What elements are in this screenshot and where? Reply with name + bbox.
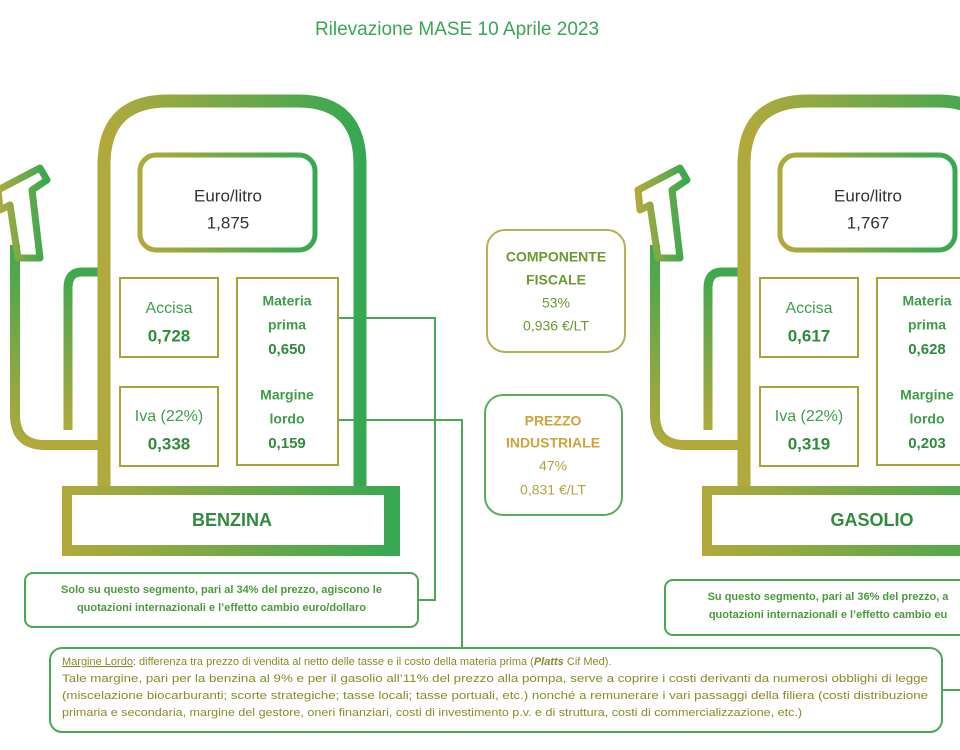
hose-inner [703,267,740,430]
margine-label: lordo [910,411,945,427]
accisa: 0,728 [148,326,191,345]
industrial-box [484,394,623,516]
nozzle [634,164,691,262]
fiscal-label: FISCALE [526,272,586,288]
pump-body [97,94,367,492]
iva-label: Iva (22%) [135,408,203,425]
connector [338,317,436,601]
pump-label-box [712,495,960,545]
price-label: Euro/litro [834,186,902,205]
iva-label: Iva (22%) [775,408,843,425]
margine-label: lordo [270,411,305,427]
fiscal-share: 53% [542,295,570,311]
component-box [759,277,859,358]
fiscal-box [486,229,626,353]
hose-inner [63,267,100,430]
margine: 0,159 [268,435,306,452]
accisa-label: Accisa [785,300,832,317]
price: 1,767 [847,213,890,232]
connector [338,419,463,648]
pump-label-box [72,495,384,545]
fiscal-amount: 0,936 €/LT [523,318,589,334]
materia-label: prima [908,317,946,333]
price: 1,875 [207,213,250,232]
margin-line: primaria e secondaria, margine del gesto… [62,707,802,719]
margin-term: Margine Lordo [62,656,133,668]
segment-note: Su questo segmento, pari al 36% del prez… [708,591,950,603]
margine: 0,203 [908,435,946,452]
component-box [759,386,859,467]
industrial-label: INDUSTRIALE [506,435,600,451]
margin-note: Margine Lordo: differenza tra prezzo di … [62,656,612,668]
segment-note: quotazioni internazionali e l’effetto ca… [709,609,947,621]
iva: 0,319 [788,434,831,453]
materia-label: prima [268,317,306,333]
margin-text: Cif Med). [564,656,612,668]
component-box [236,277,339,466]
materia: 0,650 [268,341,306,358]
industrial-label: PREZZO [525,413,582,429]
segment-note: Solo su questo segmento, pari al 34% del… [61,584,382,596]
segment-note-box [664,579,960,636]
margin-text: : differenza tra prezzo di vendita al ne… [133,656,534,668]
pump: BENZINA Euro/litro 1,875 Accisa 0,728 Iva (22… [0,94,400,556]
price-box [777,152,958,253]
materia: 0,628 [908,341,946,358]
fuel-label: BENZINA [192,510,272,530]
margin-line: (miscelazione biocarburanti; scorte stra… [62,690,928,702]
margin-note-box [49,647,943,733]
price-box [137,152,318,253]
pump: GASOLIO Euro/litro 1,767 Accisa 0,617 Iva (22… [634,94,960,556]
margine-label: Margine [260,387,314,403]
title: Rilevazione MASE 10 Aprile 2023 [315,19,599,40]
hose [650,245,740,450]
fiscal-label: COMPONENTE [506,249,606,265]
hose [10,245,100,450]
component-box [119,277,219,358]
industrial-amount: 0,831 €/LT [520,482,586,498]
margine-label: Margine [900,387,954,403]
segment-note-box [24,572,419,628]
component-box [876,277,960,466]
materia-label: Materia [262,293,311,309]
component-box [119,386,219,467]
nozzle [0,164,51,262]
materia-label: Materia [902,293,951,309]
margin-line: Tale margine, pari per la benzina al 9% … [62,673,928,685]
price-label: Euro/litro [194,186,262,205]
iva: 0,338 [148,434,191,453]
fuel-label: GASOLIO [830,510,913,530]
industrial-share: 47% [539,458,567,474]
accisa-label: Accisa [145,300,192,317]
segment-note: quotazioni internazionali e l’effetto ca… [77,602,366,614]
margin-italic: Platts [534,656,564,668]
pump-body [737,94,960,492]
accisa: 0,617 [788,326,831,345]
